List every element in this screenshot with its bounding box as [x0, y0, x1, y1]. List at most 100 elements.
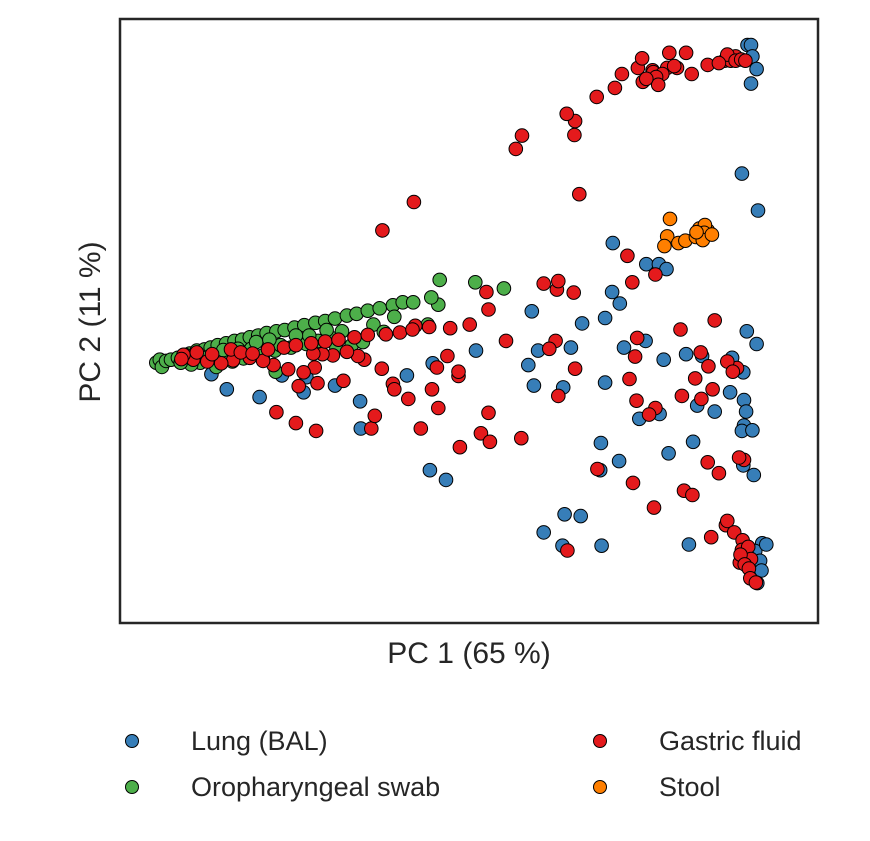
data-point-gastric-fluid: [310, 375, 325, 391]
data-point-gastric-fluid: [567, 127, 582, 143]
legend-item-gastric-fluid: Gastric fluid: [578, 722, 850, 760]
data-point-gastric-fluid: [440, 348, 455, 364]
data-point-gastric-fluid: [572, 186, 587, 202]
data-point-gastric-fluid: [421, 319, 437, 335]
data-point-lung-bal: [722, 385, 738, 400]
data-point-lung-bal: [750, 203, 766, 218]
data-point-gastric-fluid: [498, 333, 514, 349]
data-point-gastric-fluid: [641, 407, 657, 422]
data-point-lung-bal: [739, 324, 755, 339]
data-point-lung-bal: [352, 394, 368, 409]
data-point-gastric-fluid: [280, 362, 296, 377]
data-point-gastric-fluid: [336, 373, 351, 389]
data-point-lung-bal: [597, 310, 613, 326]
data-point-gastric-fluid: [405, 322, 420, 337]
data-point-gastric-fluid: [542, 341, 557, 357]
data-point-gastric-fluid: [551, 273, 566, 289]
data-point-lung-bal: [524, 304, 540, 319]
data-point-lung-bal: [616, 340, 632, 355]
x-axis-label: PC 1 (65 %): [387, 637, 550, 670]
data-point-gastric-fluid: [339, 344, 355, 360]
data-point-lung-bal: [593, 435, 609, 451]
data-point-gastric-fluid: [288, 337, 304, 353]
data-point-gastric-fluid: [451, 364, 466, 380]
data-point-gastric-fluid: [304, 336, 319, 351]
data-point-gastric-fluid: [551, 388, 566, 404]
data-point-gastric-fluid: [748, 575, 764, 590]
data-point-lung-bal: [707, 404, 723, 419]
data-point-stool: [657, 238, 672, 254]
data-point-gastric-fluid: [536, 276, 552, 291]
data-point-gastric-fluid: [590, 461, 605, 477]
data-point-stool: [704, 227, 720, 242]
data-point-lung-bal: [743, 76, 759, 91]
data-point-gastric-fluid: [634, 51, 650, 66]
data-point-gastric-fluid: [627, 349, 643, 364]
data-point-gastric-fluid: [482, 434, 498, 450]
scatter-chart: PC 1 (65 %) PC 2 (11 %): [74, 17, 820, 670]
data-point-gastric-fluid: [245, 346, 260, 361]
data-point-gastric-fluid: [429, 360, 445, 375]
data-point-gastric-fluid: [514, 128, 530, 143]
data-point-lung-bal: [749, 336, 764, 352]
data-point-gastric-fluid: [317, 334, 333, 349]
data-point-stool: [662, 211, 678, 227]
data-point-oropharyngeal-swab: [387, 309, 402, 325]
legend-item-stool: Stool: [578, 768, 850, 806]
data-point-lung-bal: [611, 453, 627, 469]
data-point-lung-bal: [526, 378, 542, 393]
legend-label-gastric-fluid: Gastric fluid: [659, 726, 802, 756]
data-point-gastric-fluid: [625, 275, 640, 290]
data-point-lung-bal: [468, 343, 484, 358]
data-point-gastric-fluid: [629, 393, 644, 409]
data-point-gastric-fluid: [291, 378, 307, 394]
data-point-gastric-fluid: [646, 500, 662, 515]
legend-marker-gastric-fluid: [593, 734, 607, 748]
data-point-gastric-fluid: [620, 248, 635, 264]
data-point-lung-bal: [557, 507, 572, 522]
data-point-gastric-fluid: [387, 382, 402, 397]
legend-marker-stool: [593, 780, 607, 794]
data-point-gastric-fluid: [347, 330, 362, 345]
data-point-gastric-fluid: [431, 400, 446, 416]
data-point-gastric-fluid: [566, 285, 582, 300]
legend-item-lung-bal: Lung (BAL): [110, 722, 578, 760]
series-gastric-fluid: [174, 45, 764, 590]
data-point-gastric-fluid: [479, 284, 494, 300]
data-point-lung-bal: [252, 389, 267, 405]
series-stool: [657, 211, 720, 254]
data-point-lung-bal: [536, 525, 552, 540]
data-point-gastric-fluid: [560, 543, 575, 558]
data-point-gastric-fluid: [701, 359, 716, 374]
data-point-lung-bal: [661, 446, 676, 461]
data-point-gastric-fluid: [442, 320, 458, 336]
data-point-gastric-fluid: [705, 382, 720, 397]
data-point-lung-bal: [605, 235, 621, 251]
data-point-stool: [689, 224, 704, 240]
data-point-lung-bal: [597, 375, 613, 390]
data-point-gastric-fluid: [673, 322, 688, 337]
data-point-gastric-fluid: [374, 361, 390, 377]
data-point-gastric-fluid: [189, 345, 205, 360]
data-point-gastric-fluid: [213, 356, 229, 371]
data-point-gastric-fluid: [364, 421, 379, 436]
data-point-gastric-fluid: [269, 404, 284, 420]
data-point-lung-bal: [612, 296, 628, 311]
data-point-oropharyngeal-swab: [468, 275, 483, 290]
data-point-gastric-fluid: [567, 361, 583, 377]
data-point-gastric-fluid: [360, 327, 376, 343]
data-point-gastric-fluid: [703, 529, 719, 545]
data-point-lung-bal: [685, 434, 701, 450]
data-point-gastric-fluid: [288, 415, 304, 431]
data-point-oropharyngeal-swab: [496, 281, 512, 296]
data-point-lung-bal: [656, 352, 672, 368]
data-point-gastric-fluid: [559, 106, 575, 122]
data-point-gastric-fluid: [629, 330, 645, 346]
data-point-gastric-fluid: [331, 332, 346, 348]
data-point-gastric-fluid: [378, 327, 394, 342]
y-axis-label: PC 2 (11 %): [74, 241, 107, 402]
legend-item-oropharyngeal-swab: Oropharyngeal swab: [110, 768, 578, 806]
data-point-gastric-fluid: [473, 426, 489, 441]
data-point-lung-bal: [604, 284, 620, 300]
data-point-oropharyngeal-swab: [432, 272, 448, 288]
